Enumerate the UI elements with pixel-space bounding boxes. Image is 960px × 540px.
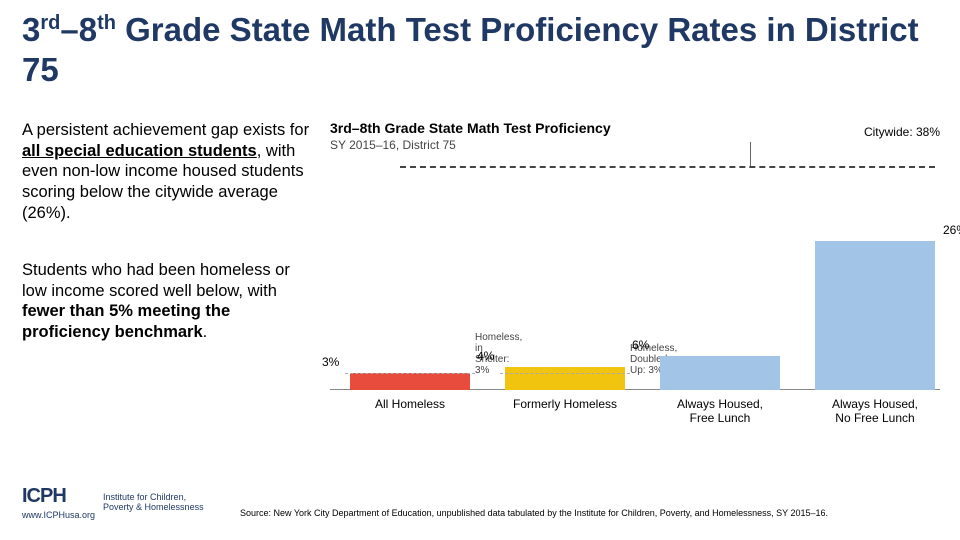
category-label: Always Housed,Free Lunch [655,398,785,426]
logo-url: www.ICPHusa.org [22,510,95,520]
paragraph-1: A persistent achievement gap exists for … [22,120,312,223]
plot-area: 3%Homeless, inShelter: 3%4%Homeless,Doub… [330,160,940,390]
bar [350,373,470,390]
bar-value-label: 3% [322,355,339,369]
category-label: All Homeless [345,398,475,412]
bar-value-label: 26% [943,223,960,237]
logo: ICPH www.ICPHusa.org Institute for Child… [22,485,204,520]
chart-area: 3rd–8th Grade State Math Test Proficienc… [330,120,940,450]
bar-value-label: 6% [632,338,649,352]
bar [660,356,780,391]
sub-dash [345,373,475,374]
chart-title: 3rd–8th Grade State Math Test Proficienc… [330,120,940,136]
bar [505,367,625,390]
category-label: Always Housed,No Free Lunch [810,398,940,426]
citywide-label: Citywide: 38% [864,125,940,139]
chart-subtitle: SY 2015–16, District 75 [330,138,940,152]
logo-text: Institute for Children, Poverty & Homele… [103,493,204,513]
logo-mark: ICPH [22,485,95,508]
paragraph-2: Students who had been homeless or low in… [22,260,312,343]
bar-value-label: 4% [477,349,494,363]
bar [815,241,935,391]
source-note: Source: New York City Department of Educ… [240,508,940,518]
category-label: Formerly Homeless [500,398,630,412]
page-title: 3rd–8th Grade State Math Test Proficienc… [22,10,932,89]
sub-dash [500,373,630,374]
